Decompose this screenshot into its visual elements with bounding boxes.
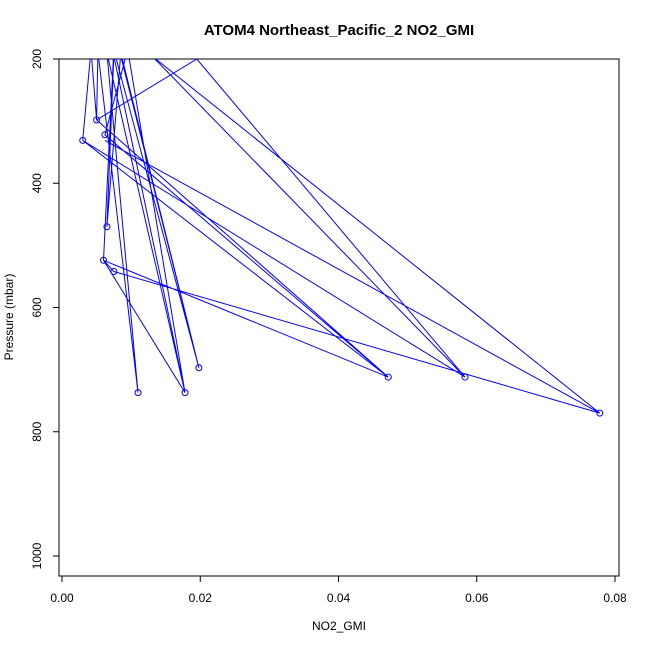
data-point <box>596 409 604 417</box>
y-tick-label: 800 <box>30 421 44 441</box>
data-point <box>195 364 203 372</box>
data-point <box>461 373 469 381</box>
x-axis: 0.00 0.02 0.04 0.06 0.08 <box>50 575 627 605</box>
data-point <box>110 267 118 275</box>
x-tick-label: 0.00 <box>50 591 74 605</box>
data-point <box>181 389 189 397</box>
x-tick-label: 0.02 <box>189 591 213 605</box>
data-point <box>79 136 87 144</box>
y-tick-label: 1000 <box>30 542 44 569</box>
data-point <box>93 116 101 124</box>
y-tick-label: 400 <box>30 173 44 193</box>
series-line <box>82 59 601 414</box>
data-point <box>103 223 111 231</box>
data-point <box>101 131 109 139</box>
x-tick-label: 0.04 <box>327 591 351 605</box>
y-tick-label: 200 <box>30 49 44 69</box>
data-point <box>384 373 392 381</box>
x-tick-label: 0.08 <box>603 591 627 605</box>
x-tick-label: 0.06 <box>465 591 489 605</box>
y-axis-label: Pressure (mbar) <box>2 274 16 361</box>
data-point <box>99 256 107 264</box>
x-axis-label: NO2_GMI <box>312 619 366 633</box>
y-tick-label: 600 <box>30 297 44 317</box>
series-layer <box>79 59 604 417</box>
chart-title: ATOM4 Northeast_Pacific_2 NO2_GMI <box>204 22 474 39</box>
y-axis: 200 400 600 800 1000 <box>30 49 60 569</box>
plot-frame <box>58 58 620 577</box>
data-point <box>134 389 142 397</box>
